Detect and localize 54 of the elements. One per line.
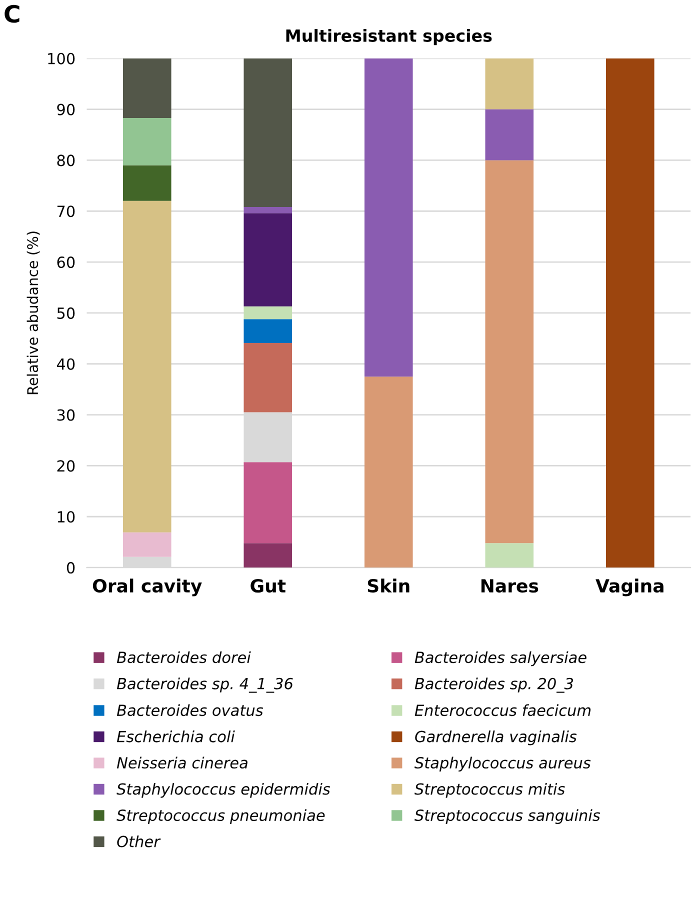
- y-tick-label: 50: [57, 307, 75, 319]
- legend-label: Bacteroides dorei: [116, 651, 251, 664]
- legend-label: Streptococcus mitis: [414, 782, 565, 798]
- bar: [244, 213, 292, 306]
- bar: [244, 462, 292, 544]
- bar: [244, 306, 292, 320]
- y-tick-label: 90: [57, 104, 75, 116]
- bar: [485, 160, 534, 544]
- y-tick-label: 0: [66, 562, 75, 574]
- bar: [244, 543, 292, 568]
- y-tick-label: 100: [48, 52, 75, 64]
- bar: [122, 118, 172, 166]
- legend-label: Escherichia coli: [116, 730, 235, 742]
- bar: [122, 58, 172, 118]
- bar: [364, 376, 413, 568]
- legend-label: Streptococcus pneumoniae: [116, 809, 325, 824]
- bar: [485, 109, 534, 160]
- bar: [485, 58, 534, 110]
- bar: [122, 200, 172, 532]
- bar: [244, 319, 292, 343]
- y-tick-label: 80: [57, 154, 75, 166]
- x-tick-label: Oral cavity: [92, 578, 202, 596]
- x-tick-label: Vagina: [596, 578, 664, 596]
- x-tick-label: Nares: [481, 579, 538, 593]
- bar: [606, 58, 654, 568]
- legend-label: Staphylococcus aureus: [414, 756, 591, 772]
- legend-label: Bacteroides sp. 4_1_36: [116, 678, 293, 693]
- legend-label: Staphylococcus epidermidis: [116, 782, 330, 798]
- y-axis-title: Relative abudance (%): [26, 232, 40, 394]
- y-tick-label: 20: [57, 460, 75, 472]
- legend-label: Neisseria cinerea: [116, 756, 248, 769]
- text: C: [4, 4, 20, 23]
- x-tick-label: Gut: [250, 578, 286, 593]
- y-tick-label: 60: [57, 256, 75, 268]
- bar: [244, 58, 292, 208]
- legend-label: Bacteroides sp. 20_3: [414, 678, 574, 693]
- legend-label: Streptococcus sanguinis: [414, 809, 600, 824]
- y-tick-label: 30: [57, 409, 75, 421]
- legend-label: Other: [117, 835, 161, 848]
- y-tick-label: 70: [57, 206, 75, 218]
- y-tick-label: 40: [56, 358, 75, 370]
- legend-label: Enterococcus faecicum: [414, 704, 591, 716]
- bar: [485, 543, 534, 568]
- chart-title: Multiresistant species: [286, 29, 492, 46]
- x-tick-label: Skin: [368, 578, 410, 593]
- legend-label: Bacteroides ovatus: [116, 704, 264, 716]
- legend-label: Bacteroides salyersiae: [414, 651, 586, 666]
- bar: [364, 58, 413, 377]
- bar: [122, 532, 172, 557]
- bar: [244, 207, 292, 214]
- y-tick-label: 10: [58, 511, 75, 523]
- bar: [244, 342, 292, 412]
- bar: [122, 165, 172, 201]
- legend-label: Gardnerella vaginalis: [415, 730, 577, 746]
